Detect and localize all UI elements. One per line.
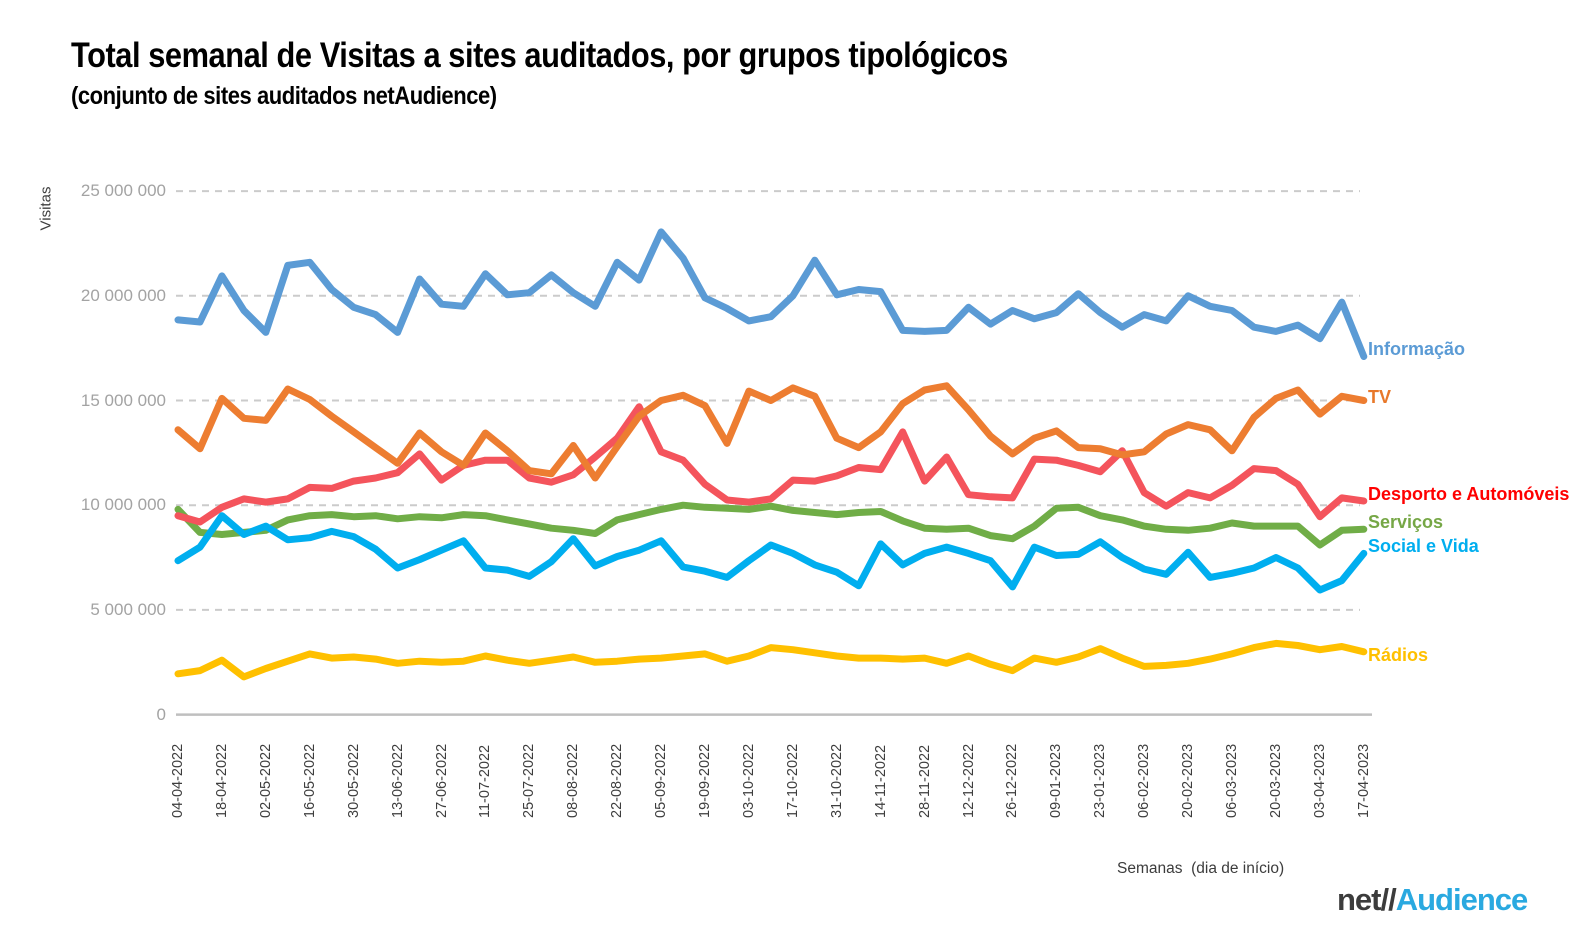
x-tick-label-31-10-2022: 31-10-2022 [828, 743, 845, 818]
series-line-servicos [174, 501, 1368, 549]
x-tick-label-22-08-2022: 22-08-2022 [609, 743, 626, 818]
logo-net-text: net [1337, 882, 1381, 917]
x-tick-label-17-10-2022: 17-10-2022 [784, 743, 801, 818]
x-axis-title: Semanas (dia de início) [1117, 860, 1285, 877]
y-tick-label-15M: 15 000 000 [80, 390, 166, 410]
x-tick-label-08-08-2022: 08-08-2022 [565, 743, 582, 818]
y-tick-label-20M: 20 000 000 [80, 285, 166, 305]
legend-label-desporto_automoveis: Desporto e Automóveis [1368, 484, 1570, 504]
x-tick-label-09-01-2023: 09-01-2023 [1048, 743, 1065, 818]
y-tick-label-10M: 10 000 000 [80, 495, 166, 515]
x-tick-label-03-10-2022: 03-10-2022 [740, 743, 757, 818]
y-tick-label-5M: 5 000 000 [90, 599, 166, 619]
series-line-radios [174, 639, 1368, 681]
x-tick-label-02-05-2022: 02-05-2022 [257, 743, 274, 818]
series-line-tv [174, 382, 1368, 482]
x-tick-label-28-11-2022: 28-11-2022 [916, 744, 933, 818]
chart-subtitle: (conjunto de sites auditados netAudience… [71, 82, 497, 110]
x-tick-label-25-07-2022: 25-07-2022 [521, 743, 538, 818]
x-tick-label-30-05-2022: 30-05-2022 [345, 743, 362, 818]
x-tick-label-26-12-2022: 26-12-2022 [1004, 743, 1021, 818]
x-tick-label-17-04-2023: 17-04-2023 [1355, 743, 1372, 818]
x-tick-label-19-09-2022: 19-09-2022 [697, 743, 714, 818]
x-tick-label-18-04-2022: 18-04-2022 [213, 743, 230, 818]
x-tick-label-03-04-2023: 03-04-2023 [1311, 743, 1328, 818]
chart-title: Total semanal de Visitas a sites auditad… [71, 36, 1008, 75]
series-line-informacao [174, 228, 1368, 360]
x-tick-label-14-11-2022: 14-11-2022 [872, 744, 889, 818]
netaudience-logo: net//Audience [1337, 882, 1529, 918]
x-tick-label-20-03-2023: 20-03-2023 [1267, 743, 1284, 818]
x-tick-label-23-01-2023: 23-01-2023 [1092, 743, 1109, 818]
legend-label-social_vida: Social e Vida [1368, 536, 1479, 556]
x-tick-label-16-05-2022: 16-05-2022 [301, 743, 318, 818]
legend-label-radios: Rádios [1368, 645, 1429, 665]
x-tick-label-27-06-2022: 27-06-2022 [433, 743, 450, 818]
series-line-social_vida [174, 512, 1368, 594]
y-tick-label-25M: 25 000 000 [80, 181, 166, 201]
x-tick-label-12-12-2022: 12-12-2022 [960, 743, 977, 818]
legend-label-informacao: Informação [1368, 339, 1466, 359]
x-tick-label-05-09-2022: 05-09-2022 [653, 743, 670, 818]
legend-label-servicos: Serviços [1368, 512, 1444, 532]
logo-audience-text: Audience [1395, 882, 1529, 917]
x-tick-label-13-06-2022: 13-06-2022 [389, 743, 406, 818]
x-tick-label-06-03-2023: 06-03-2023 [1224, 743, 1241, 818]
legend-label-tv: TV [1368, 387, 1392, 407]
y-tick-label-0M: 0 [156, 704, 166, 724]
x-tick-label-20-02-2023: 20-02-2023 [1180, 743, 1197, 818]
x-tick-label-11-07-2022: 11-07-2022 [477, 744, 494, 818]
x-tick-label-04-04-2022: 04-04-2022 [170, 743, 186, 818]
x-tick-label-06-02-2023: 06-02-2023 [1136, 743, 1153, 818]
logo-slashes-icon: // [1380, 882, 1397, 917]
series-line-desporto_automoveis [174, 403, 1368, 526]
